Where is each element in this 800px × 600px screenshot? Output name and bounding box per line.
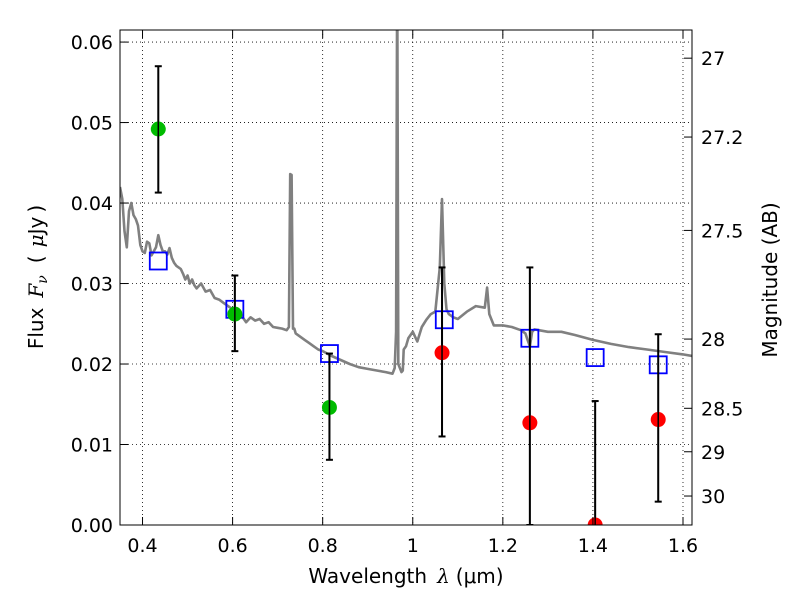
model-photometry-square: [585, 348, 605, 367]
axis-ticks: 0.4 0.6 0.8 1 1.2 1.4 1.6 0.00 0.01 0.02 0.03 0.04 0…: [71, 30, 743, 557]
x-tick-label: 0.6: [217, 535, 247, 557]
y-axis-label: FluxFν(μJy): [24, 205, 51, 349]
plot-frame: [119, 29, 693, 526]
plot-area: [120, 30, 692, 525]
x-tick-label: 1.2: [488, 535, 518, 557]
y2-tick-label: 27.2: [701, 127, 743, 149]
y-tick-label: 0.02: [71, 354, 113, 376]
x-tick-label: 1.6: [668, 535, 698, 557]
y2-tick-label: 29: [701, 442, 725, 464]
y2-tick-label: 27: [701, 48, 725, 70]
secondary-y-axis-label: Magnitude (AB): [758, 202, 782, 357]
y-tick-label: 0.01: [71, 435, 113, 457]
y-tick-label: 0.00: [71, 515, 113, 537]
model-spectrum-line: [120, 30, 692, 375]
model-photometry-square: [148, 251, 168, 271]
x-tick-label: 1.4: [578, 535, 608, 557]
x-tick-label: 1: [407, 535, 419, 557]
grid-lines: [120, 30, 692, 526]
x-tick-label: 0.4: [127, 535, 157, 557]
x-axis-label: Wavelength λ (μm): [308, 564, 503, 588]
y-tick-label: 0.04: [71, 193, 113, 215]
y-tick-label: 0.05: [71, 113, 113, 135]
y2-tick-label: 28: [701, 329, 725, 351]
y-tick-label: 0.03: [71, 274, 113, 296]
y-tick-label: 0.06: [71, 32, 113, 54]
y2-tick-label: 30: [701, 486, 725, 508]
photometry-markers: [148, 65, 668, 525]
model-photometry-square: [434, 310, 454, 330]
y2-tick-label: 27.5: [701, 220, 743, 242]
x-tick-label: 0.8: [308, 535, 338, 557]
y2-tick-label: 28.5: [701, 398, 743, 420]
